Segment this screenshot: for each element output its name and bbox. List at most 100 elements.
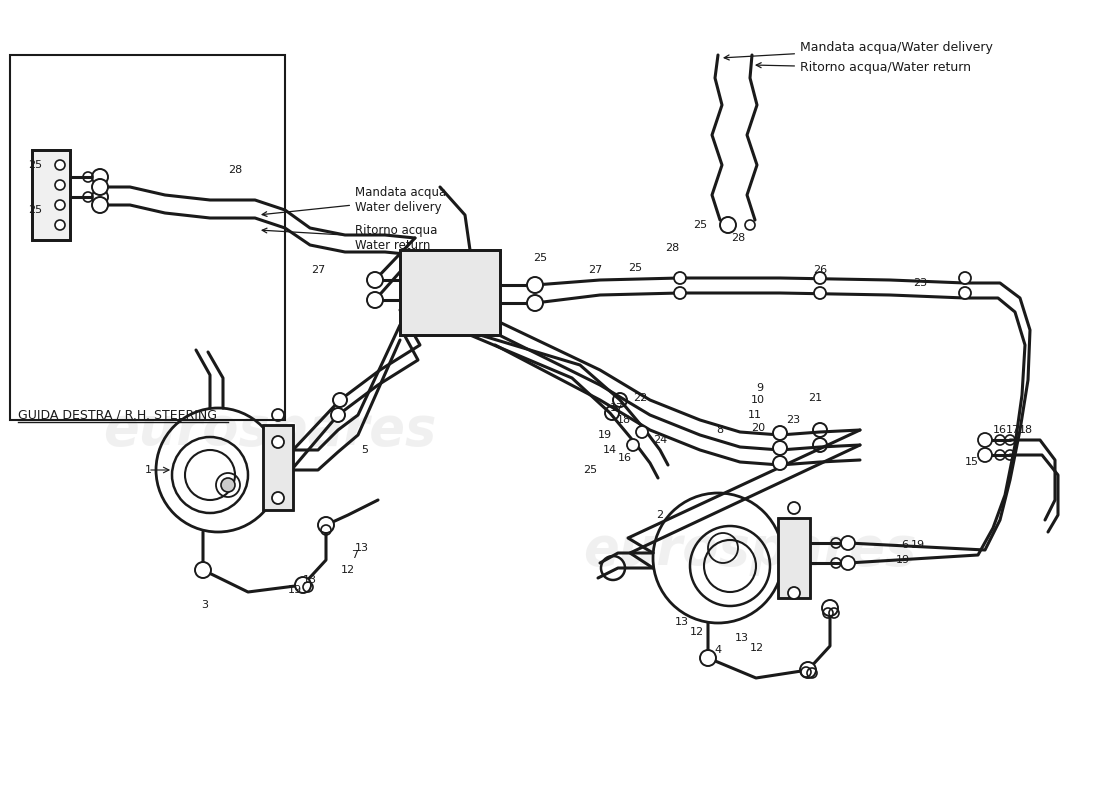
Circle shape <box>333 393 346 407</box>
Bar <box>400 250 500 335</box>
Circle shape <box>773 456 786 470</box>
Text: 24: 24 <box>653 435 667 445</box>
Circle shape <box>788 502 800 514</box>
Text: 25: 25 <box>532 253 547 263</box>
Circle shape <box>527 295 543 311</box>
Text: 11: 11 <box>748 410 762 420</box>
Text: 27: 27 <box>311 265 326 275</box>
Circle shape <box>773 441 786 455</box>
Text: 9: 9 <box>757 383 763 393</box>
Circle shape <box>272 409 284 421</box>
Text: 12: 12 <box>690 627 704 637</box>
Text: 19: 19 <box>895 555 910 565</box>
Circle shape <box>788 587 800 599</box>
Text: Mandata acqua
Water delivery: Mandata acqua Water delivery <box>262 186 447 217</box>
Text: 16: 16 <box>993 425 1007 435</box>
Text: 2: 2 <box>657 510 663 520</box>
Text: 28: 28 <box>664 243 679 253</box>
Circle shape <box>959 272 971 284</box>
Text: 14: 14 <box>603 445 617 455</box>
Text: 26: 26 <box>813 265 827 275</box>
Circle shape <box>272 436 284 448</box>
Text: 12: 12 <box>750 643 764 653</box>
Circle shape <box>978 448 992 462</box>
Bar <box>778 518 810 598</box>
Text: 13: 13 <box>355 543 368 553</box>
Circle shape <box>55 220 65 230</box>
Text: 19: 19 <box>598 430 612 440</box>
Text: 3: 3 <box>201 600 209 610</box>
Text: 18: 18 <box>617 415 631 425</box>
Text: 25: 25 <box>28 160 42 170</box>
Circle shape <box>92 197 108 213</box>
Circle shape <box>55 200 65 210</box>
Text: 8: 8 <box>716 425 724 435</box>
Circle shape <box>367 292 383 308</box>
Text: 25: 25 <box>628 263 642 273</box>
Text: 4: 4 <box>714 645 722 655</box>
Text: 22: 22 <box>632 393 647 403</box>
Text: 27: 27 <box>587 265 602 275</box>
Circle shape <box>55 160 65 170</box>
Circle shape <box>92 169 108 185</box>
Circle shape <box>195 562 211 578</box>
Circle shape <box>814 272 826 284</box>
Text: 15: 15 <box>965 457 979 467</box>
Text: 17: 17 <box>609 403 624 413</box>
Text: 13: 13 <box>675 617 689 627</box>
Text: 23: 23 <box>913 278 927 288</box>
Circle shape <box>700 650 716 666</box>
Text: 23: 23 <box>785 415 800 425</box>
Circle shape <box>295 577 311 593</box>
Circle shape <box>814 287 826 299</box>
Text: 1: 1 <box>144 465 152 475</box>
Circle shape <box>92 189 108 205</box>
Text: GUIDA DESTRA / R.H. STEERING: GUIDA DESTRA / R.H. STEERING <box>18 409 217 422</box>
Text: Ritorno acqua/Water return: Ritorno acqua/Water return <box>756 62 971 74</box>
Text: 13: 13 <box>735 633 749 643</box>
Bar <box>32 150 70 240</box>
Text: 7: 7 <box>351 550 359 560</box>
Bar <box>778 518 810 598</box>
Text: 17: 17 <box>1005 425 1020 435</box>
Bar <box>400 250 500 335</box>
Text: 5: 5 <box>362 445 369 455</box>
Bar <box>263 425 293 510</box>
Circle shape <box>367 272 383 288</box>
Text: 28: 28 <box>730 233 745 243</box>
Text: Ritorno acqua
Water return: Ritorno acqua Water return <box>262 224 438 252</box>
Circle shape <box>636 426 648 438</box>
Bar <box>32 150 70 240</box>
Circle shape <box>720 217 736 233</box>
Text: 10: 10 <box>751 395 764 405</box>
Circle shape <box>674 272 686 284</box>
Circle shape <box>674 287 686 299</box>
Circle shape <box>221 478 235 492</box>
Circle shape <box>527 277 543 293</box>
Text: 19: 19 <box>911 540 925 550</box>
Text: 18: 18 <box>1019 425 1033 435</box>
Circle shape <box>92 179 108 195</box>
Circle shape <box>959 287 971 299</box>
Text: 25: 25 <box>28 205 42 215</box>
Text: 21: 21 <box>807 393 822 403</box>
Circle shape <box>978 433 992 447</box>
Text: 20: 20 <box>751 423 766 433</box>
Circle shape <box>822 600 838 616</box>
Text: eurospares: eurospares <box>103 404 437 456</box>
Text: 25: 25 <box>693 220 707 230</box>
Circle shape <box>318 517 334 533</box>
Text: 12: 12 <box>341 565 355 575</box>
Text: 16: 16 <box>618 453 632 463</box>
Text: 6: 6 <box>902 540 909 550</box>
Circle shape <box>331 408 345 422</box>
Text: 25: 25 <box>583 465 597 475</box>
Text: eurospares: eurospares <box>583 524 916 576</box>
Circle shape <box>842 556 855 570</box>
Circle shape <box>272 492 284 504</box>
Circle shape <box>773 426 786 440</box>
Text: Mandata acqua/Water delivery: Mandata acqua/Water delivery <box>724 42 993 60</box>
Bar <box>263 425 293 510</box>
Circle shape <box>55 180 65 190</box>
Circle shape <box>800 662 816 678</box>
